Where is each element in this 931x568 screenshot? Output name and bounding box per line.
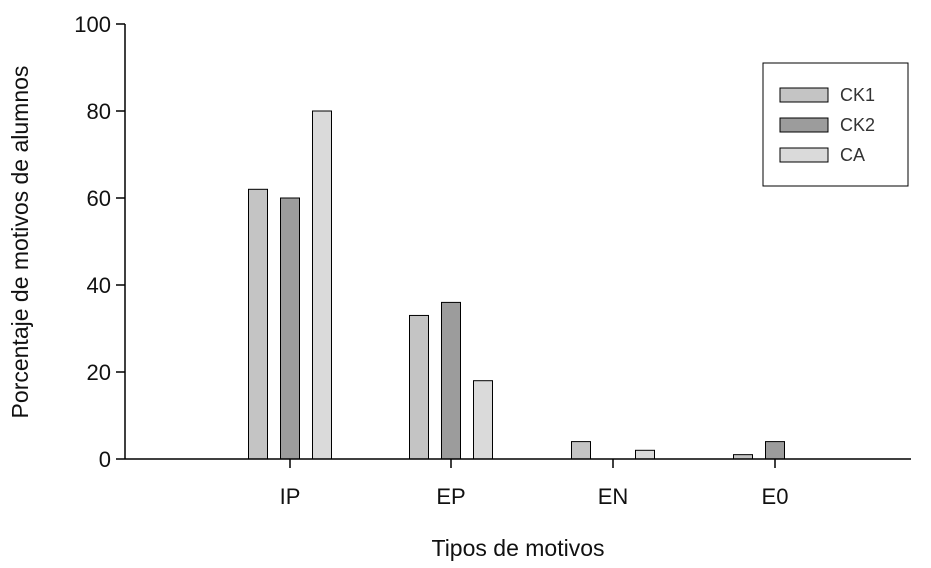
legend: CK1 CK2 CA: [762, 62, 909, 187]
legend-label-ck2: CK2: [840, 115, 875, 135]
bar-ck1-ip: [248, 188, 268, 460]
y-tick-label: 60: [87, 186, 111, 211]
y-ticks-group: 0 20 40 60 80 100: [74, 12, 125, 472]
x-tick-label: E0: [762, 484, 789, 509]
y-tick-label: 0: [99, 447, 111, 472]
bar-ck2-e0: [765, 441, 785, 460]
x-axis-title: Tipos de motivos: [432, 535, 605, 561]
x-tick-label: IP: [280, 484, 301, 509]
axes-group: [124, 24, 911, 460]
bar-ca-en: [635, 449, 655, 460]
y-tick-label: 40: [87, 273, 111, 298]
bar-ck1-ep: [409, 314, 429, 460]
y-tick-label: 80: [87, 99, 111, 124]
legend-swatch-ck2: [779, 117, 829, 133]
y-axis-title: Porcentaje de motivos de alumnos: [7, 66, 33, 419]
x-tick-label: EP: [436, 484, 465, 509]
legend-label-ca: CA: [840, 145, 865, 165]
bars-group: [248, 110, 785, 460]
x-ticks-group: IP EP EN E0: [280, 459, 789, 509]
bar-ck2-ip: [280, 197, 300, 460]
legend-swatch-ck1: [779, 87, 829, 103]
legend-items: CK1 CK2 CA: [779, 85, 875, 165]
legend-box: [762, 62, 909, 187]
bar-ca-ip: [312, 110, 332, 460]
bar-ck2-ep: [441, 301, 461, 460]
bar-ca-ep: [473, 380, 493, 460]
x-tick-label: EN: [598, 484, 629, 509]
y-tick-label: 100: [74, 12, 111, 37]
y-tick-label: 20: [87, 360, 111, 385]
legend-label-ck1: CK1: [840, 85, 875, 105]
bar-ck1-en: [571, 441, 591, 460]
legend-swatch-ca: [779, 147, 829, 163]
